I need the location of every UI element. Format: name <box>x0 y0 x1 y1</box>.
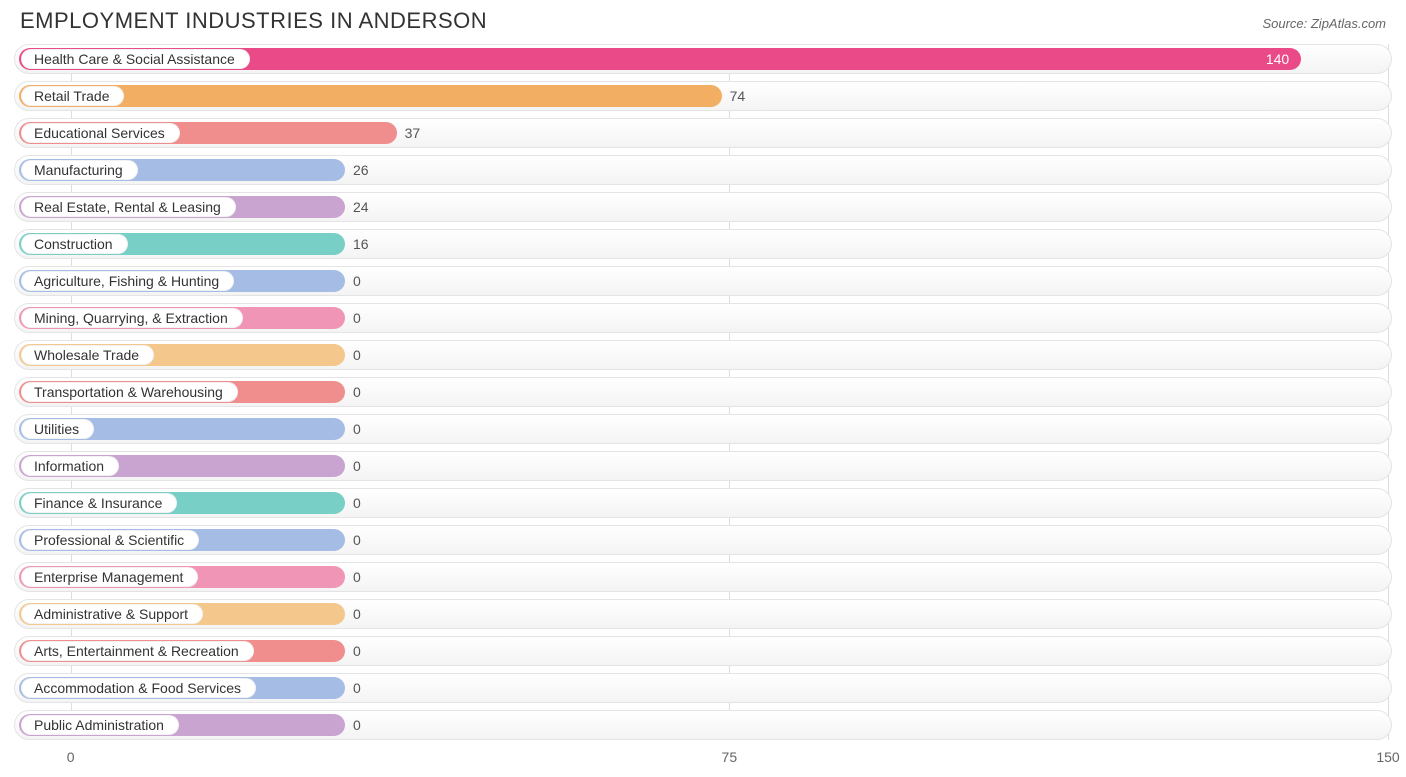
axis-tick-label: 150 <box>1376 749 1399 765</box>
bar-row: Wholesale Trade 0 <box>14 340 1392 370</box>
axis-tick-label: 75 <box>722 749 738 765</box>
bar-value-label: 0 <box>345 526 361 554</box>
bar-label-pill: Finance & Insurance <box>21 493 177 513</box>
bar-row: Transportation & Warehousing 0 <box>14 377 1392 407</box>
chart-header: EMPLOYMENT INDUSTRIES IN ANDERSON Source… <box>0 0 1406 38</box>
bar-label-pill: Educational Services <box>21 123 180 143</box>
bar-fill <box>19 85 722 107</box>
bar-row: Mining, Quarrying, & Extraction 0 <box>14 303 1392 333</box>
bar-row: Agriculture, Fishing & Hunting 0 <box>14 266 1392 296</box>
bar-value-label: 74 <box>722 82 746 110</box>
bar-value-label: 24 <box>345 193 369 221</box>
bar-label-pill: Manufacturing <box>21 160 138 180</box>
bar-row: Construction 16 <box>14 229 1392 259</box>
bar-label-pill: Accommodation & Food Services <box>21 678 256 698</box>
bar-label-pill: Agriculture, Fishing & Hunting <box>21 271 234 291</box>
bar-row: Enterprise Management 0 <box>14 562 1392 592</box>
bar-label-pill: Mining, Quarrying, & Extraction <box>21 308 243 328</box>
bar-row: Accommodation & Food Services 0 <box>14 673 1392 703</box>
bar-value-label: 0 <box>345 600 361 628</box>
bar-value-label: 0 <box>345 304 361 332</box>
bar-rows: Health Care & Social Assistance 140 Retail… <box>14 44 1392 740</box>
bar-label-pill: Utilities <box>21 419 94 439</box>
bar-row: Utilities 0 <box>14 414 1392 444</box>
bar-value-label: 0 <box>345 452 361 480</box>
bar-row: Information 0 <box>14 451 1392 481</box>
bar-value-label: 0 <box>345 415 361 443</box>
bar-label-pill: Health Care & Social Assistance <box>21 49 250 69</box>
bar-value-label: 0 <box>345 267 361 295</box>
bar-label-pill: Public Administration <box>21 715 179 735</box>
bar-value-label: 37 <box>397 119 421 147</box>
bar-label-pill: Arts, Entertainment & Recreation <box>21 641 254 661</box>
bar-label-pill: Transportation & Warehousing <box>21 382 238 402</box>
bar-value-label: 0 <box>345 637 361 665</box>
bar-row: Public Administration 0 <box>14 710 1392 740</box>
axis-tick-label: 0 <box>67 749 75 765</box>
x-axis: 075150 <box>14 747 1392 771</box>
bar-row: Finance & Insurance 0 <box>14 488 1392 518</box>
bar-label-pill: Construction <box>21 234 128 254</box>
bar-row: Manufacturing 26 <box>14 155 1392 185</box>
bar-row: Administrative & Support 0 <box>14 599 1392 629</box>
bar-label-pill: Retail Trade <box>21 86 124 106</box>
bar-row: Real Estate, Rental & Leasing 24 <box>14 192 1392 222</box>
bar-row: Educational Services 37 <box>14 118 1392 148</box>
bar-label-pill: Real Estate, Rental & Leasing <box>21 197 236 217</box>
bar-value-label: 0 <box>345 378 361 406</box>
bar-value-label: 0 <box>345 489 361 517</box>
bar-value-label: 140 <box>1266 45 1289 73</box>
bar-row: Arts, Entertainment & Recreation 0 <box>14 636 1392 666</box>
bar-value-label: 0 <box>345 341 361 369</box>
chart-title: EMPLOYMENT INDUSTRIES IN ANDERSON <box>20 8 487 34</box>
bar-label-pill: Enterprise Management <box>21 567 198 587</box>
bar-label-pill: Wholesale Trade <box>21 345 154 365</box>
bar-value-label: 26 <box>345 156 369 184</box>
bar-row: Health Care & Social Assistance 140 <box>14 44 1392 74</box>
bar-label-pill: Professional & Scientific <box>21 530 199 550</box>
bar-value-label: 16 <box>345 230 369 258</box>
chart-area: Health Care & Social Assistance 140 Retail… <box>14 44 1392 740</box>
bar-row: Retail Trade 74 <box>14 81 1392 111</box>
bar-label-pill: Information <box>21 456 119 476</box>
bar-value-label: 0 <box>345 674 361 702</box>
bar-value-label: 0 <box>345 563 361 591</box>
chart-source: Source: ZipAtlas.com <box>1262 16 1386 31</box>
bar-label-pill: Administrative & Support <box>21 604 203 624</box>
bar-row: Professional & Scientific 0 <box>14 525 1392 555</box>
bar-value-label: 0 <box>345 711 361 739</box>
